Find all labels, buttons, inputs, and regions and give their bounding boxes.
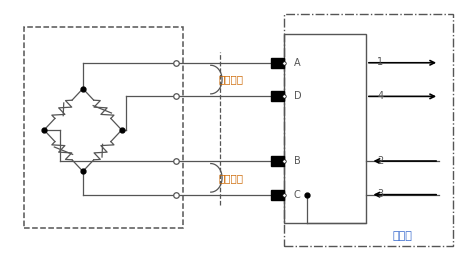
- Text: D: D: [294, 91, 301, 101]
- Bar: [23, 27, 183, 228]
- Text: B: B: [294, 156, 300, 166]
- Text: 2: 2: [377, 155, 384, 166]
- Text: 1: 1: [377, 57, 383, 67]
- Text: 4: 4: [377, 91, 383, 101]
- Bar: [271, 92, 284, 101]
- Bar: [284, 34, 366, 223]
- Bar: [271, 58, 284, 68]
- Text: 供电电压: 供电电压: [219, 173, 244, 183]
- Text: 信号电压: 信号电压: [219, 75, 244, 84]
- Bar: [271, 190, 284, 200]
- Bar: [271, 156, 284, 166]
- Text: C: C: [294, 190, 300, 200]
- Text: A: A: [294, 58, 300, 68]
- Bar: [284, 14, 453, 246]
- Text: 3: 3: [377, 189, 383, 199]
- Text: 放大器: 放大器: [393, 231, 413, 241]
